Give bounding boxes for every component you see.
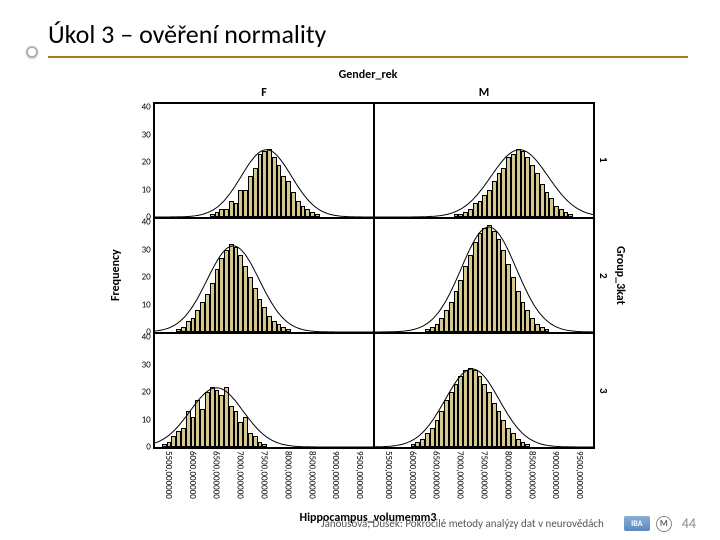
histogram-panel <box>154 103 374 218</box>
logo-iba: IBA <box>624 516 650 531</box>
histogram-panel <box>374 103 594 218</box>
title-bullet <box>26 46 38 58</box>
histogram-panel <box>374 218 594 333</box>
row-labels: 1 2 3 <box>595 102 612 449</box>
footer-text: Janoušová, Dušek: Pokročilé metody analý… <box>321 517 604 530</box>
y-axis-label: Frequency <box>108 102 124 449</box>
y-ticks: 010203040010203040010203040 <box>124 102 153 449</box>
col-header-m: M <box>374 84 594 102</box>
column-headers: F M <box>154 84 594 102</box>
row-label-1: 1 <box>595 102 612 218</box>
col-header-f: F <box>154 84 374 102</box>
histogram-grid-chart: Gender_rek F M Frequency 010203040010203… <box>108 68 628 525</box>
page-number: 44 <box>682 515 696 532</box>
slide-title: Úkol 3 – ověření normality <box>48 18 688 58</box>
footer: Janoušová, Dušek: Pokročilé metody analý… <box>0 515 720 532</box>
chart-supertitle: Gender_rek <box>108 68 628 82</box>
panel-grid <box>153 102 595 449</box>
histogram-panel <box>154 333 374 448</box>
x-ticks: 5500,0000006000,0000006500,0000007000,00… <box>154 449 594 509</box>
histogram-panel <box>374 333 594 448</box>
histogram-panel <box>154 218 374 333</box>
row-label-2: 2 <box>595 218 612 334</box>
group-axis-label: Group_3kat <box>612 102 628 449</box>
row-label-3: 3 <box>595 333 612 449</box>
logo-mu: M <box>656 516 672 532</box>
